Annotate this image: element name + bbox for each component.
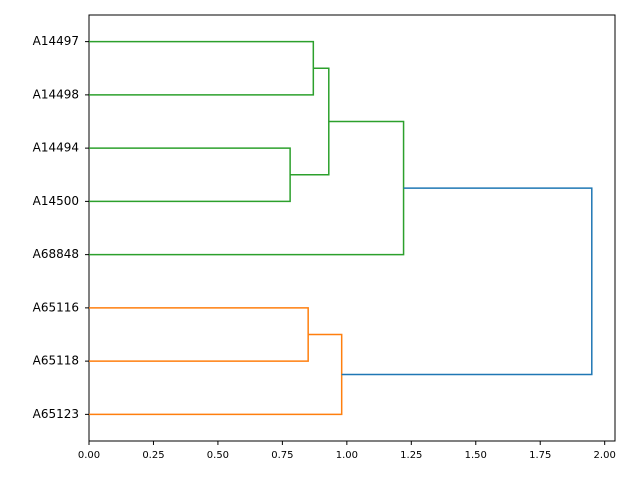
x-tick-label: 1.50 (465, 450, 487, 461)
x-tick-label: 1.00 (336, 450, 358, 461)
dendrogram-link (89, 147, 291, 203)
x-tick-label: 0.50 (207, 450, 229, 461)
dendrogram-link (290, 67, 330, 176)
leaf-label: A14494 (33, 141, 79, 155)
dendrogram-link (89, 120, 405, 256)
leaf-label: A14500 (33, 194, 79, 208)
axes-frame (88, 14, 616, 442)
x-tick-label: 1.75 (529, 450, 551, 461)
leaf-label: A14497 (33, 34, 79, 48)
x-tick-label: 1.25 (400, 450, 422, 461)
dendrogram-link (89, 40, 315, 96)
dendrogram-link (89, 307, 309, 362)
leaf-label: A65118 (33, 354, 79, 368)
leaf-label: A65123 (33, 407, 79, 421)
dendrogram-link (341, 187, 593, 376)
x-tick-label: 0.25 (142, 450, 164, 461)
x-tick-label: 0.75 (271, 450, 293, 461)
leaf-label: A14498 (33, 87, 79, 101)
x-tick-label: 2.00 (594, 450, 616, 461)
dendrogram-link (89, 333, 343, 416)
leaf-label: A65116 (33, 300, 79, 314)
leaf-label: A68848 (33, 247, 79, 261)
x-tick-label: 0.00 (78, 450, 100, 461)
